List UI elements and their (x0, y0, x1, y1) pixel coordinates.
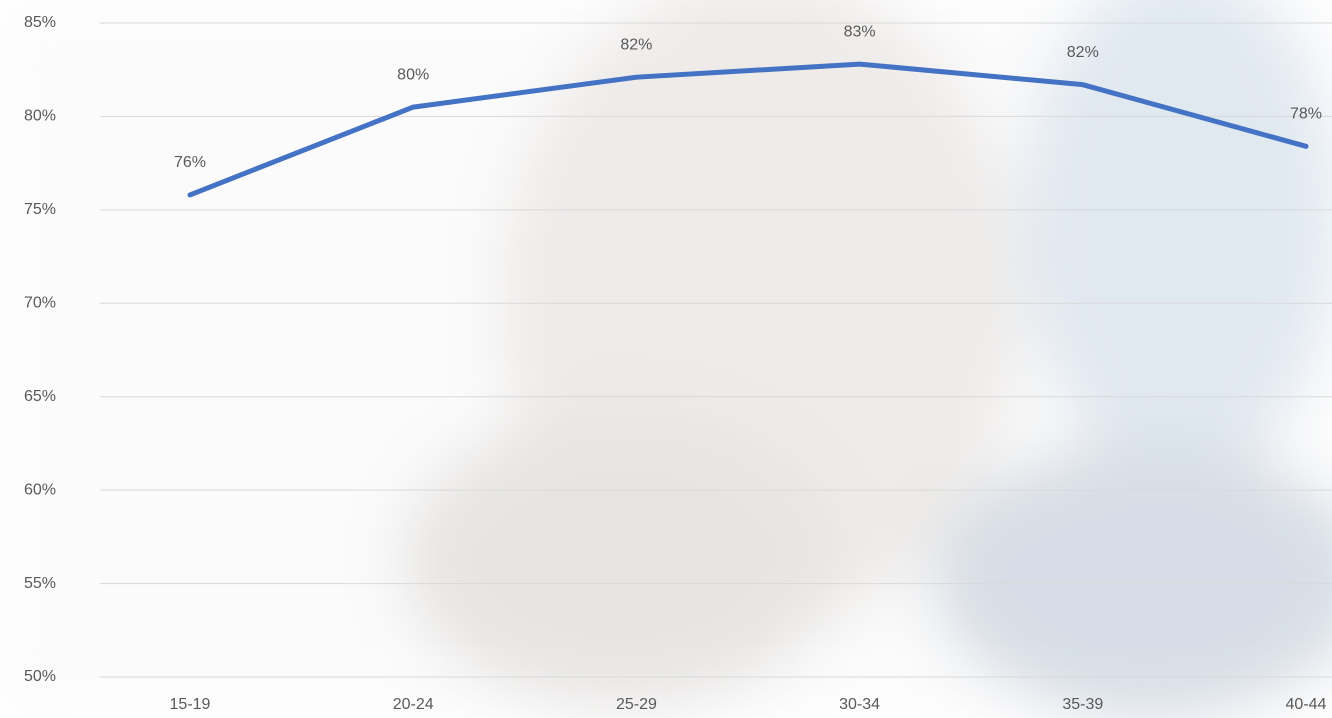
x-tick-label: 40-44 (1286, 696, 1327, 713)
x-tick-label: 30-34 (839, 696, 880, 713)
x-tick-label: 15-19 (170, 696, 211, 713)
y-tick-label: 80% (24, 108, 56, 125)
y-tick-label: 60% (24, 481, 56, 498)
x-tick-label: 25-29 (616, 696, 657, 713)
data-label: 82% (620, 36, 652, 53)
data-label: 78% (1290, 106, 1322, 123)
data-label: 76% (174, 154, 206, 171)
y-tick-label: 85% (24, 14, 56, 31)
background-photo (0, 0, 1332, 718)
y-tick-label: 55% (24, 575, 56, 592)
page: {"chart_data": {"type": "line", "categor… (0, 0, 1332, 718)
y-tick-label: 70% (24, 295, 56, 312)
y-tick-label: 75% (24, 201, 56, 218)
data-label: 82% (1067, 44, 1099, 61)
data-label: 83% (844, 23, 876, 40)
y-tick-label: 65% (24, 388, 56, 405)
y-tick-label: 50% (24, 668, 56, 685)
data-label: 80% (397, 66, 429, 83)
x-tick-label: 20-24 (393, 696, 434, 713)
x-tick-label: 35-39 (1062, 696, 1103, 713)
chart: 50% 55% 60% 65% 70% 75% 80% 85% 15-19 20-24 25-29 3… (0, 0, 1332, 718)
